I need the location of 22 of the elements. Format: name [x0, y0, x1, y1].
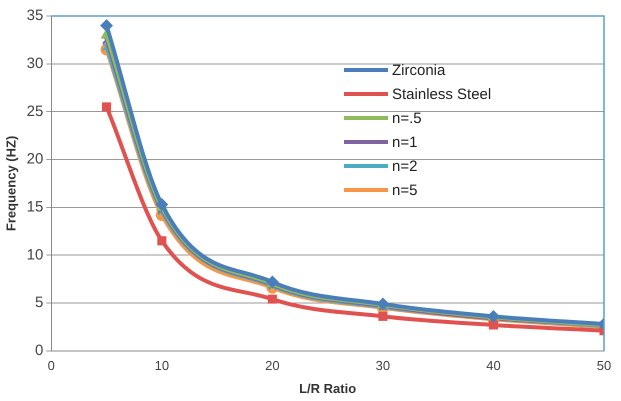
x-tick-label: 0	[48, 358, 55, 374]
x-tick-label: 40	[486, 358, 501, 374]
y-tick-label: 25	[26, 102, 44, 120]
y-tick-label: 30	[26, 54, 44, 72]
legend-label: n=2	[392, 158, 418, 174]
y-tick-label: 10	[26, 246, 44, 264]
y-tick-label: 5	[34, 294, 44, 312]
y-tick-label: 35	[26, 7, 44, 24]
y-tick-label: 15	[26, 198, 44, 216]
x-axis-title: L/R Ratio	[299, 380, 356, 396]
y-tick-label: 20	[26, 150, 44, 168]
legend-label: n=5	[392, 182, 418, 198]
x-tick-label: 10	[154, 358, 170, 374]
x-tick-label: 20	[265, 358, 280, 374]
legend-label: n=1	[392, 134, 418, 150]
legend-label: Zirconia	[392, 62, 446, 78]
y-axis-title: Frequency (HZ)	[3, 136, 18, 232]
y-tick-label: 0	[34, 342, 44, 359]
x-tick-label: 30	[376, 358, 390, 374]
legend-label: Stainless Steel	[392, 86, 492, 102]
x-tick-label: 50	[596, 358, 612, 374]
legend-label: n=.5	[392, 110, 422, 126]
